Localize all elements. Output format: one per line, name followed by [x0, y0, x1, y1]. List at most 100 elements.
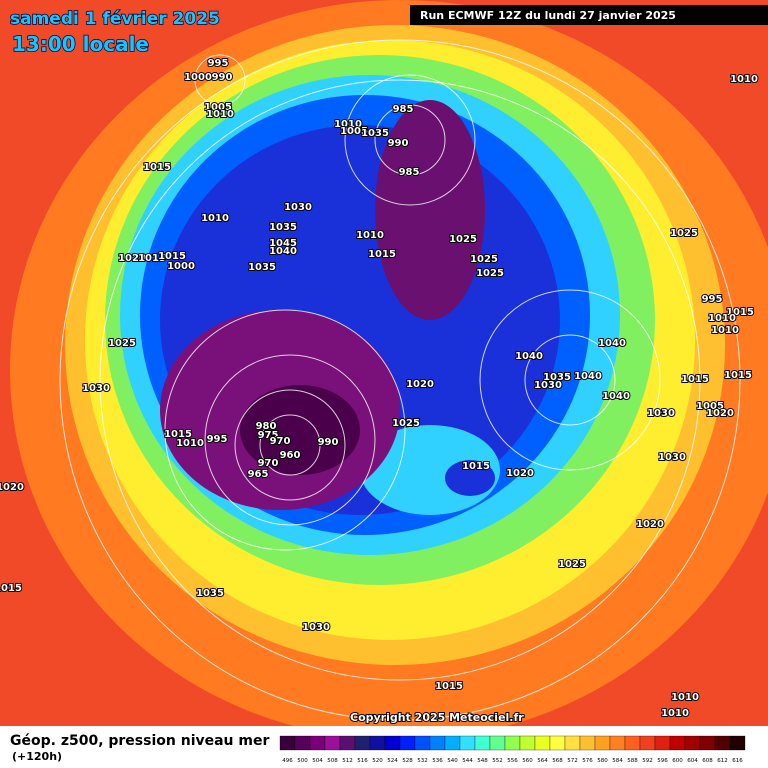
scale-swatch [504, 735, 521, 751]
isobar-label: 960 [280, 450, 301, 461]
scale-label: 584 [612, 758, 623, 764]
scale-label: 496 [282, 758, 293, 764]
scale-swatch [609, 735, 626, 751]
scale-swatch [354, 735, 371, 751]
isobar-label: 1020 [118, 253, 146, 264]
field-name: Géop. z500, pression niveau mer [10, 733, 269, 749]
isobar-label: 1005 [340, 126, 368, 137]
scale-label: 548 [477, 758, 488, 764]
isobar-label: 1015 [368, 249, 396, 260]
isobar-label: 1015 [158, 251, 186, 262]
run-bar [410, 5, 768, 25]
scale-label: 568 [552, 758, 563, 764]
isobar-label: 1045 [269, 238, 297, 249]
scale-swatch [369, 735, 386, 751]
isobar-label: 1015 [0, 583, 22, 594]
isobar-label: 1030 [534, 380, 562, 391]
scale-label: 560 [522, 758, 533, 764]
isobar-label: 1030 [658, 452, 686, 463]
scale-swatch [294, 735, 311, 751]
isobar-label: 995 [702, 294, 723, 305]
isobar-label: 1010 [206, 109, 234, 120]
scale-label: 540 [447, 758, 458, 764]
isobar-label: 995 [207, 434, 228, 445]
run-info: Run ECMWF 12Z du lundi 27 janvier 2025 [420, 9, 676, 22]
isobar-label: 990 [318, 437, 339, 448]
isobar-label: 1035 [361, 128, 389, 139]
isobar-label: 1025 [449, 234, 477, 245]
scale-label: 592 [642, 758, 653, 764]
isobar-label: 1010 [671, 692, 699, 703]
isobar-label: 1010 [334, 119, 362, 130]
scale-swatch [729, 735, 746, 751]
isobar [59, 39, 741, 721]
scale-label: 536 [432, 758, 443, 764]
scale-label: 516 [357, 758, 368, 764]
isobar-label: 1040 [574, 371, 602, 382]
isobar-label: 970 [270, 436, 291, 447]
isobar-label: 1035 [543, 372, 571, 383]
scale-swatch [489, 735, 506, 751]
isobar-label: 1030 [284, 202, 312, 213]
scale-swatch [699, 735, 716, 751]
isobar [164, 309, 406, 551]
scale-label: 544 [462, 758, 473, 764]
scale-label: 556 [507, 758, 518, 764]
scale-swatch [714, 735, 731, 751]
isobar-label: 980 [256, 421, 277, 432]
isobar-label: 1000 [184, 72, 212, 83]
isobar-label: 1020 [706, 408, 734, 419]
scale-swatch [384, 735, 401, 751]
isobar-label: 975 [258, 430, 279, 441]
isobar-label: 995 [208, 58, 229, 69]
lead-time: (+120h) [12, 750, 62, 763]
isobar [479, 289, 661, 471]
isobar-label: 1030 [82, 383, 110, 394]
scale-swatch [414, 735, 431, 751]
scale-swatch [579, 735, 596, 751]
copyright: Copyright 2025 Meteociel.fr [350, 711, 524, 724]
scale-label: 600 [672, 758, 683, 764]
scale-label: 520 [372, 758, 383, 764]
scale-label: 532 [417, 758, 428, 764]
isobar-label: 1000 [167, 261, 195, 272]
scale-swatch [339, 735, 356, 751]
scale-swatch [594, 735, 611, 751]
scale-label: 604 [687, 758, 698, 764]
scale-label: 528 [402, 758, 413, 764]
scale-swatch [474, 735, 491, 751]
isobar-label: 1040 [269, 246, 297, 257]
isobar-label: 985 [399, 167, 420, 178]
scale-swatch [564, 735, 581, 751]
isobar-label: 1020 [0, 482, 24, 493]
scale-label: 524 [387, 758, 398, 764]
isobar-label: 1015 [143, 162, 171, 173]
isobar-label: 1010 [176, 438, 204, 449]
field-purple-north [375, 100, 485, 320]
scale-label: 588 [627, 758, 638, 764]
scale-swatch [624, 735, 641, 751]
isobar-label: 1025 [470, 254, 498, 265]
scale-swatch [459, 735, 476, 751]
scale-label: 608 [702, 758, 713, 764]
isobar-label: 1035 [269, 222, 297, 233]
isobar-label: 1015 [435, 681, 463, 692]
scale-label: 616 [732, 758, 743, 764]
isobar [259, 414, 321, 476]
scale-swatch [324, 735, 341, 751]
scale-label: 508 [327, 758, 338, 764]
field-blue-cell [445, 460, 495, 496]
scale-swatch [669, 735, 686, 751]
isobar-label: 990 [388, 138, 409, 149]
scale-label: 580 [597, 758, 608, 764]
isobar-label: 990 [212, 72, 233, 83]
time: 13:00 locale [12, 32, 149, 56]
scale-label: 512 [342, 758, 353, 764]
scale-swatch [639, 735, 656, 751]
isobar-label: 1015 [681, 374, 709, 385]
isobar-label: 1005 [696, 401, 724, 412]
isobar-label: 1005 [204, 102, 232, 113]
